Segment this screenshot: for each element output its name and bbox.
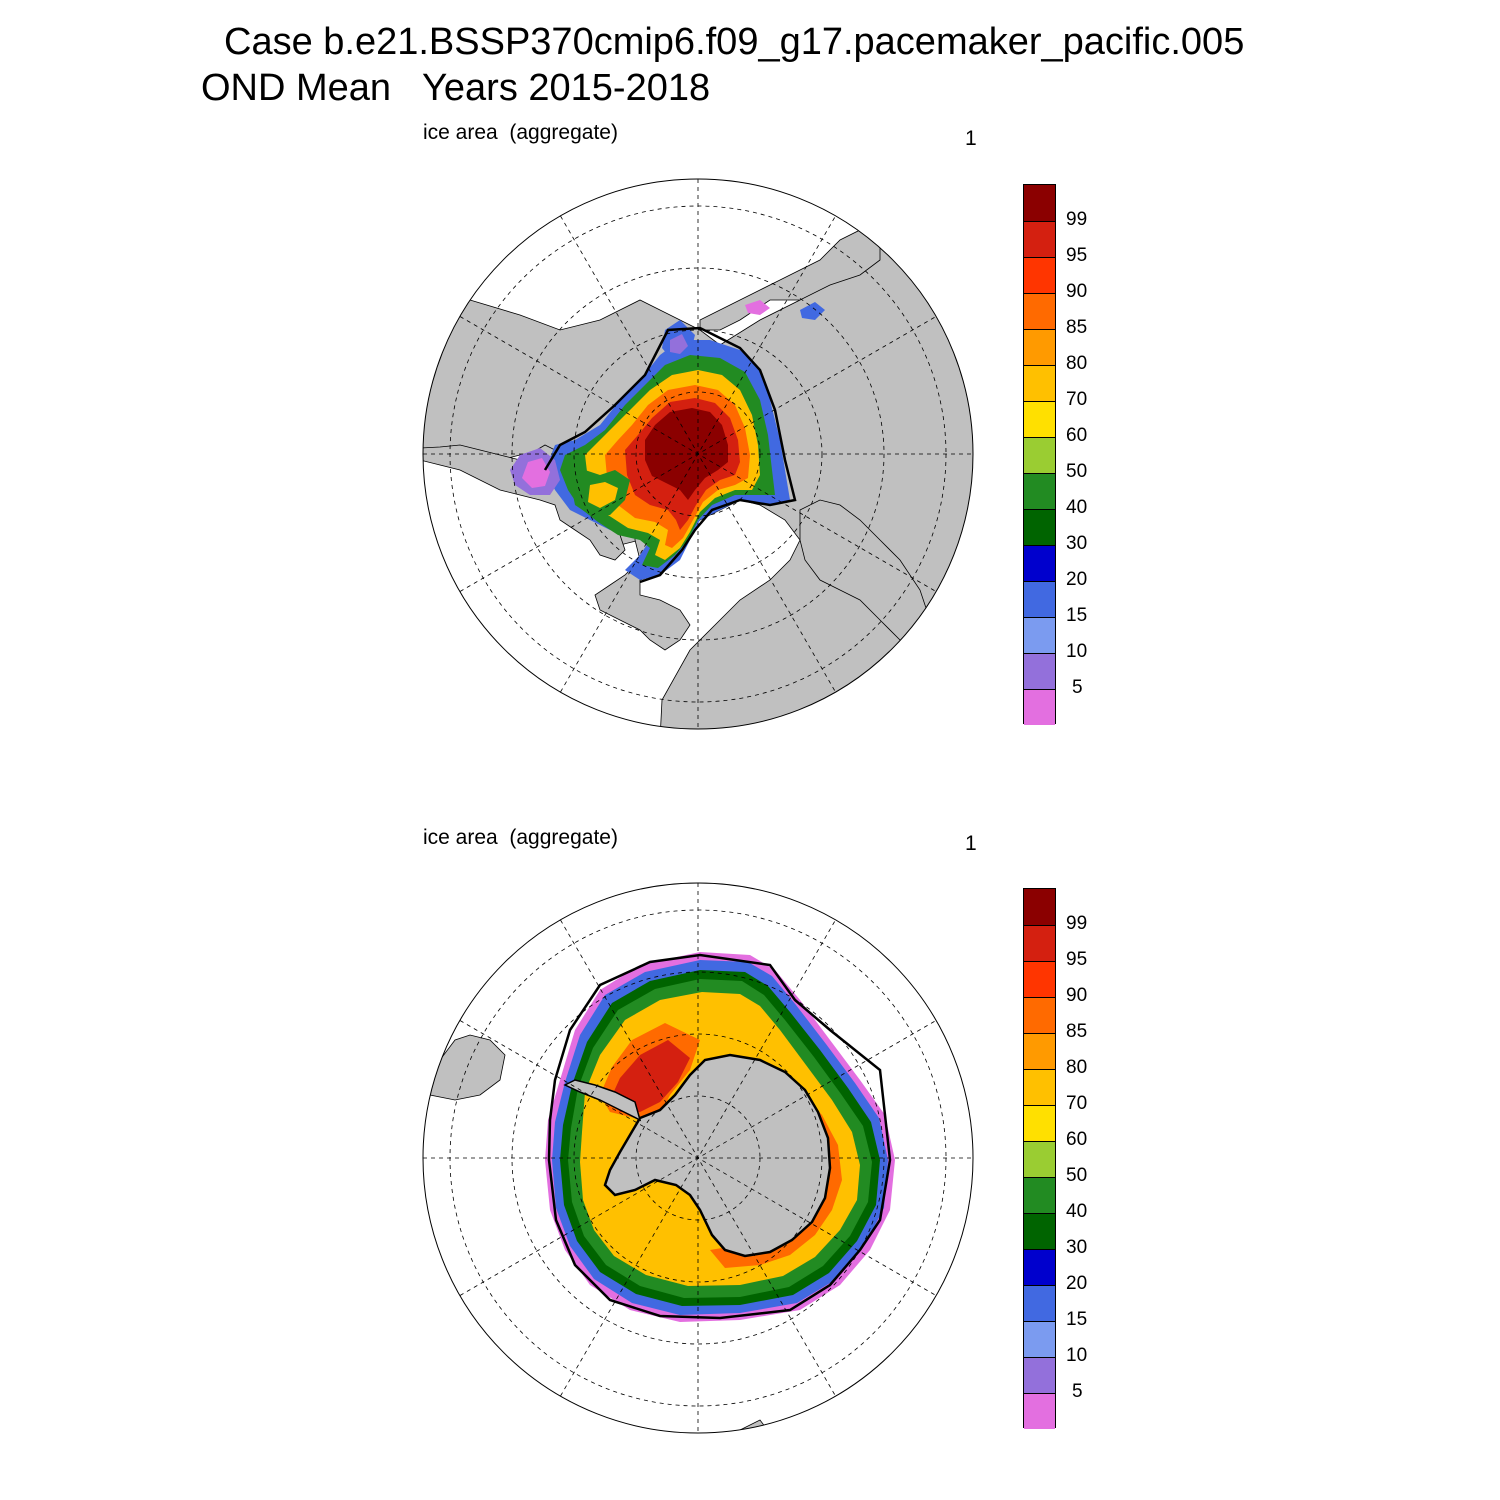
colorbar-swatch bbox=[1024, 925, 1055, 961]
antarctic-ice-map bbox=[422, 882, 974, 1434]
baffin-ice-core bbox=[588, 482, 618, 508]
colorbar-swatch bbox=[1024, 473, 1055, 509]
colorbar-label: 85 bbox=[1066, 317, 1088, 338]
colorbar-swatch bbox=[1024, 1321, 1055, 1357]
colorbar-label: 40 bbox=[1066, 1201, 1088, 1222]
colorbar-label: 90 bbox=[1066, 985, 1088, 1006]
colorbar-label: 30 bbox=[1066, 533, 1088, 554]
colorbar-1 bbox=[1023, 184, 1056, 725]
colorbar-label: 15 bbox=[1066, 605, 1088, 626]
land-antarctica bbox=[603, 1053, 832, 1258]
arctic-ice-edge-contour bbox=[543, 326, 797, 584]
colorbar-swatch bbox=[1024, 257, 1055, 293]
colorbar-label: 80 bbox=[1066, 353, 1088, 374]
chukchi-ice-inner bbox=[670, 334, 688, 354]
colorbar-swatch bbox=[1024, 509, 1055, 545]
okhotsk-ice bbox=[745, 300, 770, 315]
colorbar-swatch bbox=[1024, 617, 1055, 653]
colorbar-swatch bbox=[1024, 1249, 1055, 1285]
figure-title-line2: OND Mean Years 2015-2018 bbox=[201, 67, 711, 109]
colorbar-label: 50 bbox=[1066, 1165, 1088, 1186]
arctic-ice-band-99 bbox=[645, 408, 728, 500]
colorbar-swatch bbox=[1024, 1141, 1055, 1177]
colorbar-label: 30 bbox=[1066, 1237, 1088, 1258]
colorbar-label: 95 bbox=[1066, 949, 1088, 970]
colorbar-swatch bbox=[1024, 1105, 1055, 1141]
colorbar-swatch bbox=[1024, 889, 1055, 925]
bering-ice bbox=[800, 302, 825, 320]
colorbar-swatch bbox=[1024, 545, 1055, 581]
colorbar-2 bbox=[1023, 888, 1056, 1429]
antarctic-peninsula bbox=[563, 1079, 642, 1122]
colorbar-swatch bbox=[1024, 961, 1055, 997]
colorbar-label: 70 bbox=[1066, 389, 1088, 410]
colorbar-label: 70 bbox=[1066, 1093, 1088, 1114]
colorbar-label: 60 bbox=[1066, 425, 1088, 446]
colorbar-label: 15 bbox=[1066, 1309, 1088, 1330]
colorbar-swatch bbox=[1024, 221, 1055, 257]
colorbar-swatch bbox=[1024, 1393, 1055, 1429]
colorbar-swatch bbox=[1024, 997, 1055, 1033]
colorbar-label: 40 bbox=[1066, 497, 1088, 518]
colorbar-swatch bbox=[1024, 1177, 1055, 1213]
colorbar-label: 85 bbox=[1066, 1021, 1088, 1042]
colorbar-label: 10 bbox=[1066, 1345, 1088, 1366]
colorbar-label: 20 bbox=[1066, 569, 1088, 590]
colorbar-label: 5 bbox=[1072, 1381, 1083, 1402]
colorbar-swatch bbox=[1024, 1285, 1055, 1321]
colorbar-swatch bbox=[1024, 401, 1055, 437]
colorbar-label: 80 bbox=[1066, 1057, 1088, 1078]
colorbar-swatch bbox=[1024, 365, 1055, 401]
colorbar-label: 50 bbox=[1066, 461, 1088, 482]
panel2-index: 1 bbox=[965, 832, 977, 855]
antarctic-ice-edge-contour bbox=[547, 953, 892, 1320]
colorbar-swatch bbox=[1024, 1213, 1055, 1249]
colorbar-label: 60 bbox=[1066, 1129, 1088, 1150]
colorbar-label: 99 bbox=[1066, 913, 1088, 934]
colorbar-label: 20 bbox=[1066, 1273, 1088, 1294]
colorbar-label: 95 bbox=[1066, 245, 1088, 266]
colorbar-swatch bbox=[1024, 185, 1055, 221]
colorbar-swatch bbox=[1024, 689, 1055, 725]
colorbar-swatch bbox=[1024, 581, 1055, 617]
colorbar-swatch bbox=[1024, 653, 1055, 689]
figure-title-line1: Case b.e21.BSSP370cmip6.f09_g17.pacemake… bbox=[224, 21, 1245, 63]
hudson-bay-ice-core bbox=[522, 458, 550, 488]
colorbar-swatch bbox=[1024, 329, 1055, 365]
colorbar-label: 5 bbox=[1072, 677, 1083, 698]
colorbar-label: 99 bbox=[1066, 209, 1088, 230]
panel1-variable-label: ice area (aggregate) bbox=[423, 121, 618, 144]
colorbar-swatch bbox=[1024, 293, 1055, 329]
colorbar-swatch bbox=[1024, 1357, 1055, 1393]
colorbar-swatch bbox=[1024, 1069, 1055, 1105]
panel2-variable-label: ice area (aggregate) bbox=[423, 826, 618, 849]
colorbar-label: 10 bbox=[1066, 641, 1088, 662]
colorbar-label: 90 bbox=[1066, 281, 1088, 302]
colorbar-swatch bbox=[1024, 1033, 1055, 1069]
arctic-ice-map bbox=[422, 178, 974, 730]
panel1-index: 1 bbox=[965, 127, 977, 150]
colorbar-swatch bbox=[1024, 437, 1055, 473]
antarctic-ice-band-95 bbox=[610, 1040, 690, 1112]
